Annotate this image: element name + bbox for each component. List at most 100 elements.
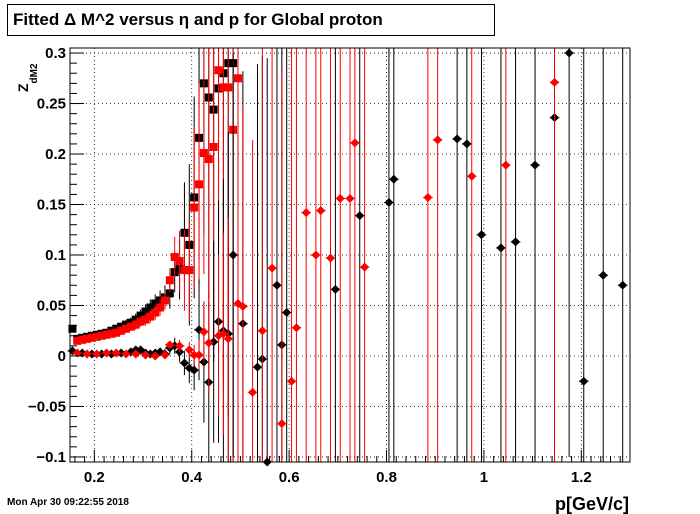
data-point [350,138,360,148]
x-tick-label: 1 [480,469,488,486]
data-point [97,331,106,340]
data-point [360,262,370,272]
data-point [257,326,267,336]
data-point [141,315,150,324]
data-point [151,308,160,317]
data-point [131,320,140,329]
data-point [501,160,511,170]
data-point [598,270,608,280]
data-point [117,326,126,335]
data-point [190,203,199,212]
data-point [146,303,155,312]
svg-text:ZdM2: ZdM2 [15,63,40,92]
data-point [224,83,233,92]
data-point [146,312,155,321]
data-point [121,349,131,359]
y-tick-label: −0.1 [36,449,66,466]
data-point [204,338,214,348]
data-point [199,327,209,337]
data-point [301,208,311,218]
data-point [150,351,160,361]
y-axis-label: ZdM2 [15,63,40,92]
data-point [83,334,92,343]
data-point [92,349,102,359]
data-point [252,362,262,372]
data-point [530,160,540,170]
data-point [184,345,194,355]
y-tick-label: 0.15 [37,197,66,214]
data-point [160,296,169,305]
timestamp: Mon Apr 30 09:22:55 2018 [7,497,129,508]
data-point [151,299,160,308]
data-point [87,333,96,342]
data-point [72,348,82,358]
data-point [180,266,189,275]
data-point [185,266,194,275]
data-point [384,197,394,207]
y-tick-label: 0.25 [37,96,66,113]
data-point [170,253,179,262]
data-point [452,134,462,144]
data-point [175,341,185,351]
data-point [140,350,150,360]
x-tick-label: 0.8 [376,469,397,486]
data-point [618,280,628,290]
data-point [175,257,184,266]
data-point [92,332,101,341]
data-point [223,334,233,344]
data-point [316,206,326,216]
data-point [326,253,336,263]
x-axis-label: p[GeV/c] [555,494,629,514]
data-point [335,193,345,203]
data-point [136,311,145,320]
data-point [228,250,238,260]
y-tick-label: 0.05 [37,297,66,314]
data-point [234,74,242,83]
data-point [165,276,174,285]
data-point [282,308,292,318]
data-point [311,250,321,260]
data-point [287,376,297,386]
data-point [194,350,204,360]
data-point [189,365,199,375]
data-point [355,211,365,221]
y-tick-label: 0.1 [45,247,66,264]
data-point [423,192,433,202]
x-tick-label: 1.2 [571,469,592,486]
y-tick-label: 0.2 [45,146,66,163]
data-point [102,330,111,339]
data-point [102,348,112,358]
axes: 0.2 0.4 0.6 0.8 1 1.2 −0.1 −0.05 0 0.05 0.1 0.15 0.2… [28,45,621,486]
y-tick-label: 0 [58,348,66,365]
data-point [272,280,282,290]
data-point [462,139,472,149]
data-point [112,328,121,337]
data-point [579,376,589,386]
data-point [179,358,189,368]
data-point [78,335,87,344]
data-point [476,230,486,240]
data-point [73,336,82,345]
data-point [136,317,145,326]
data-point [107,329,116,338]
y-tick-label: 0.3 [45,45,66,62]
data-point [165,340,175,350]
data-point [496,243,506,253]
data-point [291,323,301,333]
data-point [218,329,228,339]
data-point [345,193,355,203]
x-tick-label: 0.6 [279,469,300,486]
y-axis-label-sub: dM2 [29,63,40,83]
data-point [68,324,77,333]
data-point [209,142,218,151]
data-point [199,149,208,158]
data-point [111,348,121,358]
data-point [389,174,399,184]
x-tick-label: 0.4 [181,469,203,486]
data-point [267,263,277,273]
data-point [195,180,204,189]
data-point [248,387,258,397]
data-point [511,237,521,247]
data-point [330,284,340,294]
